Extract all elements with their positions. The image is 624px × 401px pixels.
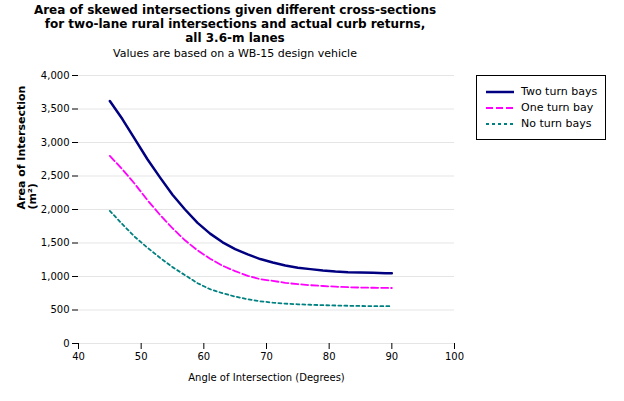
html-text:No turn bays: No turn bays (521, 117, 592, 130)
svg-text:60: 60 (197, 351, 210, 362)
svg-text:80: 80 (323, 351, 336, 362)
svg-text:3,500: 3,500 (41, 103, 70, 114)
svg-text:2,000: 2,000 (41, 204, 70, 215)
html-text:Area of skewed intersections g: Area of skewed intersections given diffe… (33, 3, 437, 17)
svg-text:Angle of Intersection (Degrees: Angle of Intersection (Degrees) (188, 372, 345, 383)
html-text:Values are based on a WB-15 de: Values are based on a WB-15 design vehic… (113, 47, 357, 60)
svg-text:2,500: 2,500 (41, 170, 70, 181)
html-text:One turn bay: One turn bay (521, 101, 594, 114)
html-text:all 3.6-m lanes: all 3.6-m lanes (185, 31, 285, 45)
svg-text:1,000: 1,000 (41, 271, 70, 282)
svg-text:Area of Intersection(m²): Area of Intersection(m²) (15, 86, 39, 210)
svg-text:50: 50 (135, 351, 148, 362)
svg-text:1,500: 1,500 (41, 237, 70, 248)
svg-text:100: 100 (445, 351, 464, 362)
svg-text:500: 500 (50, 304, 69, 315)
svg-text:90: 90 (385, 351, 398, 362)
html-text:for two-lane rural intersectio: for two-lane rural intersections and act… (44, 17, 426, 31)
html-text:Two turn bays: Two turn bays (521, 85, 598, 98)
svg-text:3,000: 3,000 (41, 137, 70, 148)
svg-text:40: 40 (72, 351, 85, 362)
svg-text:4,000: 4,000 (41, 70, 70, 81)
svg-text:70: 70 (260, 351, 273, 362)
svg-text:0: 0 (63, 338, 69, 349)
